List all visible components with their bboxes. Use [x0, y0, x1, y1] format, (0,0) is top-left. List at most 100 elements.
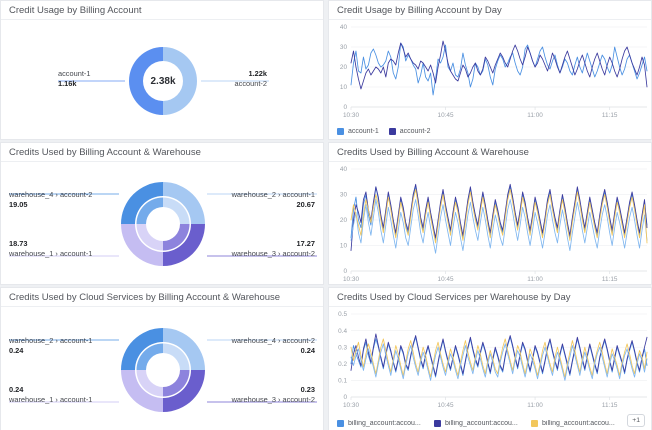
legend-item[interactable]: account-2: [388, 128, 431, 135]
legend-label: billing_account:accou...: [348, 420, 421, 427]
panel-body: warehouse_4 › account-2 19.05 warehouse_…: [1, 163, 323, 284]
sunburst-label-warehouse-1: 18.73 warehouse_1 › account-1: [9, 239, 92, 259]
sunburst-inner-segment[interactable]: [163, 224, 190, 251]
legend-item[interactable]: billing_account:accou...: [434, 420, 531, 427]
panel-credit-usage-by-billing-account[interactable]: Credit Usage by Billing Account 2.38k ac…: [0, 0, 324, 140]
panel-body: 2.38k account-1 1.16k 1.22k account-2: [1, 21, 323, 139]
legend-label: billing_account:accou...: [542, 420, 615, 427]
sunburst-label-warehouse-3: 17.27 warehouse_3 › account-2: [232, 239, 315, 259]
legend-item[interactable]: billing_account:accou...: [531, 420, 628, 427]
sunburst-inner-segment[interactable]: [136, 224, 164, 251]
x-axis-tick-label: 10:45: [438, 112, 454, 119]
panel-cloud-services-per-warehouse-by-day[interactable]: Credits Used by Cloud Services per Wareh…: [328, 287, 652, 430]
sunburst-outer-segment[interactable]: [163, 224, 205, 266]
sunburst-label-value: 0.23: [300, 385, 315, 394]
x-axis-tick-label: 11:15: [602, 276, 618, 283]
sunburst-outer-segment[interactable]: [163, 182, 205, 224]
donut-label-category: account-2: [234, 79, 267, 88]
sunburst-label-value: 18.73: [9, 239, 28, 248]
x-axis-tick-label: 11:00: [527, 402, 543, 409]
legend-label: billing_account:accou...: [445, 420, 518, 427]
y-axis-tick-label: 0: [343, 104, 347, 111]
sunburst-inner-segment[interactable]: [163, 197, 190, 225]
panel-title: Credits Used by Billing Account & Wareho…: [329, 143, 651, 162]
legend-label: account-2: [399, 128, 431, 135]
legend-swatch-icon: [434, 420, 441, 427]
x-axis-tick-label: 10:45: [438, 276, 454, 283]
chart-legend[interactable]: billing_account:accou... billing_account…: [337, 420, 645, 427]
y-axis-tick-label: 0: [343, 268, 347, 275]
line-series[interactable]: [350, 333, 648, 376]
y-axis-tick-label: 0.2: [338, 361, 347, 368]
sunburst-chart-cloud-services[interactable]: warehouse_2 › account-1 0.24 warehouse_4…: [1, 308, 323, 430]
sunburst-label-category: warehouse_2 › account-1: [231, 190, 315, 199]
sunburst-inner-segment[interactable]: [136, 370, 164, 397]
sunburst-outer-segment[interactable]: [121, 370, 163, 412]
sunburst-outer-segment[interactable]: [121, 328, 163, 370]
y-axis-tick-label: 10: [340, 84, 348, 91]
donut-slice-account-2-arc[interactable]: [163, 47, 197, 115]
line-series[interactable]: [350, 188, 648, 244]
panel-credits-used-by-account-warehouse-day[interactable]: Credits Used by Billing Account & Wareho…: [328, 142, 652, 285]
line-series[interactable]: [350, 183, 648, 252]
y-axis-tick-label: 20: [340, 217, 348, 224]
x-axis-tick-label: 10:30: [343, 112, 359, 119]
sunburst-chart-credits-used[interactable]: warehouse_4 › account-2 19.05 warehouse_…: [1, 163, 323, 284]
sunburst-label-value: 17.27: [296, 239, 316, 248]
chart-legend[interactable]: account-1 account-2: [337, 128, 431, 135]
sunburst-outer-segment[interactable]: [163, 370, 205, 412]
y-axis-tick-label: 0.4: [338, 328, 347, 335]
y-axis-tick-label: 40: [340, 166, 348, 173]
y-axis-tick-label: 0.5: [338, 311, 347, 318]
donut-label-value: 1.16k: [58, 79, 77, 88]
panel-title: Credits Used by Billing Account & Wareho…: [1, 143, 323, 162]
y-axis-tick-label: 40: [340, 24, 348, 31]
sunburst-outer-segment[interactable]: [121, 182, 163, 224]
sunburst-label-category: warehouse_1 › account-1: [9, 395, 93, 404]
donut-center-value: 2.38k: [150, 76, 175, 87]
legend-swatch-icon: [388, 128, 396, 135]
sunburst-inner-segment[interactable]: [136, 343, 164, 371]
donut-label-value: 1.22k: [248, 69, 268, 78]
sunburst-label-warehouse-2: warehouse_2 › account-1 20.67: [232, 190, 315, 210]
panel-credit-usage-by-day[interactable]: Credit Usage by Billing Account by Day 0…: [328, 0, 652, 140]
line-chart-credit-usage-by-day[interactable]: 0 10 20 30 40 10:30 10:45 11:00 11:15: [329, 21, 652, 121]
sunburst-inner-segment[interactable]: [136, 197, 164, 225]
line-chart-credits-used-by-warehouse[interactable]: 0 10 20 30 40 10:30 10:45 11:00 11:15: [329, 163, 652, 285]
x-axis-tick-label: 10:30: [343, 276, 359, 283]
line-series[interactable]: [350, 199, 648, 254]
sunburst-outer-segment[interactable]: [163, 328, 205, 370]
line-series[interactable]: [350, 40, 648, 90]
sunburst-inner-segment[interactable]: [163, 370, 190, 397]
panel-credits-used-by-account-warehouse[interactable]: Credits Used by Billing Account & Wareho…: [0, 142, 324, 285]
y-axis-tick-label: 10: [340, 243, 348, 250]
donut-label-account-1: account-1 1.16k: [58, 69, 90, 89]
sunburst-label-category: warehouse_4 › account-2: [9, 190, 93, 199]
line-chart-cloud-services-per-warehouse[interactable]: 0 0.1 0.2 0.3 0.4 0.5 10:30 10:45 11:00 11:15: [329, 308, 652, 411]
donut-slices: [129, 47, 197, 115]
y-axis-tick-label: 20: [340, 64, 348, 71]
sunburst-svg: [9, 328, 317, 412]
sunburst-label-value: 0.24: [300, 346, 315, 355]
legend-item[interactable]: account-1: [337, 128, 379, 135]
line-series[interactable]: [350, 338, 648, 378]
x-axis-tick-label: 11:15: [602, 402, 618, 409]
sunburst-outer-segment[interactable]: [121, 224, 163, 266]
y-axis-tick-label: 30: [340, 192, 348, 199]
y-axis-tick-label: 30: [340, 44, 348, 51]
sunburst-inner-segment[interactable]: [163, 343, 190, 371]
line-series[interactable]: [350, 42, 648, 96]
legend-overflow-badge[interactable]: +1: [627, 414, 645, 427]
donut-chart-credit-usage[interactable]: 2.38k account-1 1.16k 1.22k account-2: [1, 21, 323, 139]
line-series[interactable]: [350, 343, 648, 381]
sunburst-label-warehouse-2: warehouse_2 › account-1 0.24: [9, 336, 92, 356]
panel-title: Credits Used by Cloud Services by Billin…: [1, 288, 323, 307]
y-axis-tick-label: 0.1: [338, 378, 347, 385]
x-axis-tick-label: 10:45: [438, 402, 454, 409]
panel-cloud-services-by-account-warehouse[interactable]: Credits Used by Cloud Services by Billin…: [0, 287, 324, 430]
panel-title: Credits Used by Cloud Services per Wareh…: [329, 288, 651, 307]
legend-label: account-1: [348, 128, 379, 135]
donut-slice-account-1-arc[interactable]: [129, 47, 163, 115]
legend-item[interactable]: billing_account:accou...: [337, 420, 434, 427]
sunburst-label-category: warehouse_3 › account-2: [231, 249, 315, 258]
